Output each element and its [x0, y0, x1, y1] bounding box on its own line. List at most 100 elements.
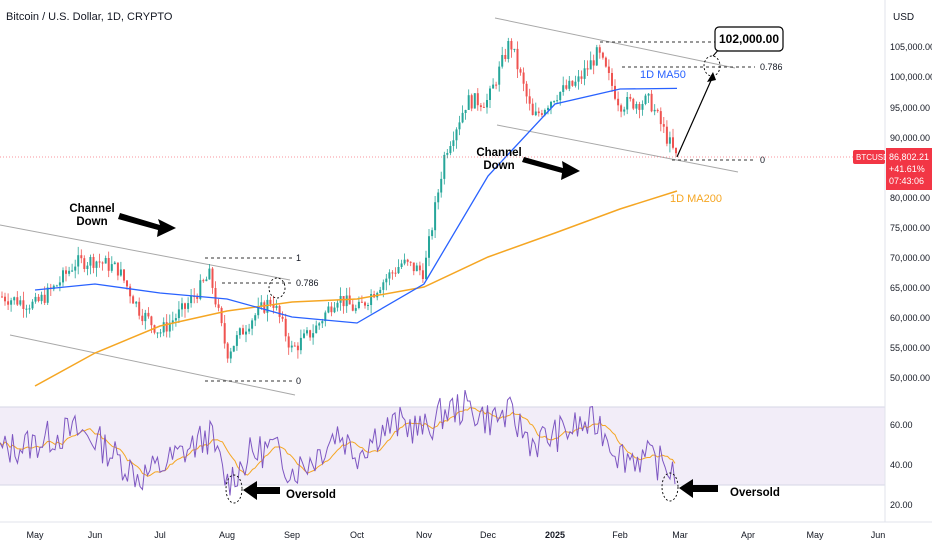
- projection-arrow-head: [707, 72, 716, 82]
- candle-body: [452, 140, 455, 146]
- currency-label: USD: [893, 12, 914, 23]
- rsi-axis[interactable]: 60.00 40.00 20.00: [890, 420, 913, 510]
- candle-body: [315, 325, 318, 334]
- candle-body: [556, 100, 559, 102]
- oversold-right-arrow: [679, 479, 718, 498]
- candle-body: [123, 269, 125, 281]
- time-tick: 2025: [545, 530, 565, 540]
- candle-body: [303, 333, 305, 338]
- target-callout[interactable]: 102,000.00: [714, 26, 784, 52]
- candle-body: [74, 266, 77, 271]
- price-tick: 95,000.00: [890, 103, 930, 113]
- candle-body: [55, 285, 58, 287]
- candle-body: [293, 345, 296, 347]
- candle-body: [40, 294, 43, 302]
- time-tick: Sep: [284, 530, 300, 540]
- price-tag-countdown: 07:43:06: [889, 176, 924, 186]
- time-tick: May: [26, 530, 44, 540]
- candle-body: [25, 308, 28, 310]
- candle-body: [455, 129, 458, 141]
- candle-body: [461, 112, 464, 123]
- candle-body: [275, 305, 278, 308]
- candle-body: [321, 321, 324, 324]
- candle-body: [516, 48, 519, 70]
- fib-right-0-label: 0: [760, 155, 765, 165]
- candle-body: [83, 258, 86, 269]
- ma200-label: 1D MA200: [670, 193, 722, 205]
- channel-lines: [0, 17, 739, 396]
- candle-body: [269, 299, 272, 304]
- price-tag-change: +41.61%: [889, 164, 925, 174]
- candle-body: [653, 109, 656, 112]
- candle-body: [208, 268, 211, 280]
- candle-body: [10, 300, 13, 305]
- candle-body: [162, 322, 165, 333]
- candle-body: [659, 111, 662, 125]
- target-callout-text: 102,000.00: [719, 32, 779, 46]
- candle-body: [510, 41, 513, 50]
- left-fib-circle: [268, 277, 286, 299]
- candle-body: [550, 101, 552, 108]
- candle-body: [296, 345, 299, 351]
- candle-body: [507, 41, 510, 59]
- candle-body: [595, 47, 598, 66]
- price-tick: 50,000.00: [890, 373, 930, 383]
- time-tick: Dec: [480, 530, 497, 540]
- fib-left-0-label: 0: [296, 376, 301, 386]
- candle-body: [421, 270, 424, 279]
- candle-body: [540, 113, 543, 115]
- channel-down-left-arrow: [118, 213, 176, 237]
- candle-body: [330, 306, 333, 313]
- candle-body: [632, 98, 635, 109]
- candle-body: [476, 93, 479, 106]
- candle-body: [458, 122, 461, 130]
- candle-body: [68, 270, 71, 274]
- oversold-left-label: Oversold: [286, 489, 336, 501]
- fib-levels-right: [600, 41, 755, 161]
- candle-body: [116, 262, 119, 276]
- channel-down-right-line2: Down: [483, 160, 514, 172]
- candle-body: [568, 80, 571, 89]
- candle-body: [272, 304, 275, 308]
- candle-body: [177, 309, 180, 319]
- candle-body: [232, 345, 235, 352]
- time-axis[interactable]: May Jun Jul Aug Sep Oct Nov Dec 2025 Feb…: [26, 530, 885, 540]
- candle-body: [113, 262, 116, 265]
- candle-body: [397, 267, 400, 274]
- candle-body: [528, 96, 531, 104]
- ma200-line: [34, 190, 678, 387]
- candle-body: [357, 301, 360, 308]
- candle-body: [589, 60, 592, 70]
- candle-body: [495, 84, 498, 86]
- candle-body: [519, 69, 522, 73]
- candle-body: [135, 301, 138, 304]
- candle-body: [607, 66, 610, 73]
- candle-body: [418, 265, 421, 271]
- price-axis[interactable]: 105,000.00 100,000.00 95,000.00 90,000.0…: [890, 42, 932, 383]
- candle-body: [656, 109, 659, 112]
- price-tick: 100,000.00: [890, 72, 932, 82]
- time-tick: Aug: [219, 530, 235, 540]
- candle-body: [171, 320, 174, 323]
- candle-body: [537, 111, 540, 114]
- candle-body: [415, 265, 418, 272]
- candle-body: [354, 308, 357, 311]
- candle-body: [257, 306, 260, 316]
- candle-body: [446, 153, 449, 155]
- left-channel-upper: [0, 224, 291, 281]
- right-channel-lower: [496, 124, 739, 173]
- candle-body: [614, 85, 616, 99]
- candle-body: [571, 80, 574, 86]
- price-tick: 55,000.00: [890, 343, 930, 353]
- candle-body: [248, 328, 251, 332]
- candle-body: [168, 322, 171, 332]
- candle-body: [254, 315, 257, 321]
- candle-body: [403, 259, 406, 264]
- candle-body: [394, 272, 397, 274]
- candle-body: [235, 335, 238, 346]
- current-price-tag[interactable]: BTCUSD 86,802.21 +41.61% 07:43:06: [853, 148, 932, 190]
- candle-body: [202, 280, 205, 282]
- candle-body: [482, 106, 485, 108]
- candle-body: [382, 282, 385, 290]
